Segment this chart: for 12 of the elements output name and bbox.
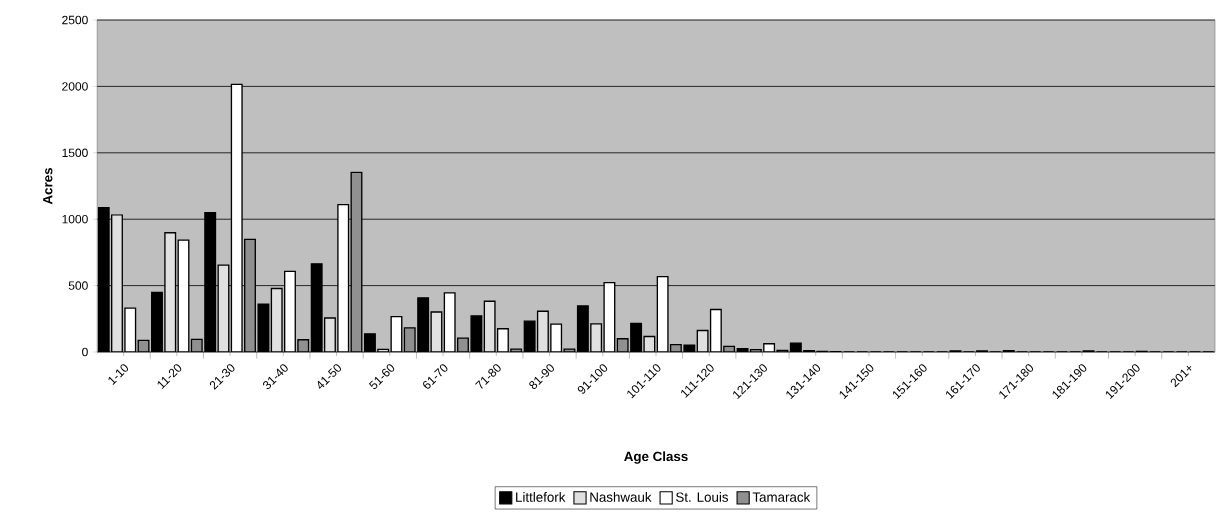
y-tick-label: 2500 <box>62 15 88 25</box>
x-axis-title: Age Class <box>624 451 688 464</box>
y-axis-title: Acres <box>43 168 53 205</box>
y-tick-label: 0 <box>82 347 88 357</box>
y-tick-label: 1500 <box>62 148 88 158</box>
legend-label: Littlefork <box>516 492 566 502</box>
y-tick-label: 2000 <box>62 82 88 91</box>
y-tick-label: 1000 <box>62 214 88 224</box>
y-tick-label: 500 <box>68 281 88 290</box>
legend-label: St. Louis <box>676 492 729 502</box>
legend-label: Tamarack <box>752 492 811 502</box>
legend-label: Nashwauk <box>590 492 652 502</box>
